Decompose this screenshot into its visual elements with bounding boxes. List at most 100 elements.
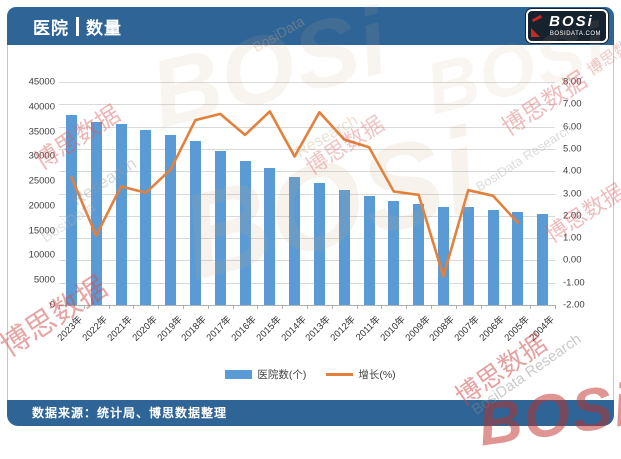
page-title: 医院 数量 xyxy=(33,7,122,45)
x-tick xyxy=(381,305,383,309)
right-axis-label: 8.00 xyxy=(563,76,582,88)
left-axis-label: 40000 xyxy=(28,101,55,113)
chart-card: 医院 数量 BOSi BOSIDATA.COM -2.00 -1.00 0.00 1.… xyxy=(7,7,614,426)
x-axis-label-2023年: 2023年 xyxy=(55,314,86,344)
gridline xyxy=(59,282,555,284)
x-axis-label-2010年: 2010年 xyxy=(378,314,408,344)
legend-bar-swatch-icon xyxy=(225,370,253,379)
growth-line-path xyxy=(70,110,520,278)
logo-subtext: BOSIDATA.COM xyxy=(549,31,601,37)
x-tick xyxy=(282,305,284,309)
plot-area: -2.00 -1.00 0.00 1.00 2.00 3.00 4.00 5.00 6.00 7.… xyxy=(29,77,585,344)
gridline xyxy=(59,126,555,128)
gridline xyxy=(59,260,555,262)
bar-2010年 xyxy=(388,201,400,305)
x-axis-label-2019年: 2019年 xyxy=(155,314,185,344)
footer-bar: 数据来源：统计局、博思数据整理 xyxy=(7,400,614,426)
gridline xyxy=(59,238,555,240)
x-axis-label-2014年: 2014年 xyxy=(279,314,309,344)
bar-2008年 xyxy=(437,207,449,305)
right-axis-label: 5.00 xyxy=(563,143,582,155)
left-axis-label: 25000 xyxy=(28,175,55,187)
x-tick xyxy=(158,305,160,309)
bar-2018年 xyxy=(189,141,201,305)
right-axis-label: 7.00 xyxy=(563,98,582,110)
legend-item-line: 增长(%) xyxy=(326,367,396,382)
title-divider xyxy=(76,16,79,36)
title-part-2: 数量 xyxy=(86,18,122,38)
x-axis-label-2020年: 2020年 xyxy=(130,314,160,344)
x-tick xyxy=(183,305,184,309)
growth-line xyxy=(70,110,520,278)
left-axis-label: 15000 xyxy=(28,225,55,237)
x-tick xyxy=(59,305,60,309)
bar-2015年 xyxy=(264,168,276,305)
x-tick xyxy=(555,305,556,309)
x-axis-label-2008年: 2008年 xyxy=(427,314,458,344)
x-axis-label-2017年: 2017年 xyxy=(204,314,235,344)
bosi-logo: BOSi BOSIDATA.COM xyxy=(526,9,608,43)
left-axis-label: 5000 xyxy=(33,274,55,286)
x-axis-label-2015年: 2015年 xyxy=(254,314,284,344)
x-tick xyxy=(406,305,408,309)
right-axis-label: -1.00 xyxy=(563,277,585,289)
legend: 医院数(个) 增长(%) xyxy=(8,367,613,382)
left-axis-label: 20000 xyxy=(28,200,55,212)
x-tick xyxy=(480,305,482,309)
legend-line-label: 增长(%) xyxy=(358,369,396,381)
logo-slash-icon xyxy=(531,14,543,23)
right-axis-label: 1.00 xyxy=(563,232,582,244)
bar-2016年 xyxy=(239,160,251,305)
x-tick xyxy=(331,305,333,309)
x-axis-label-2016年: 2016年 xyxy=(229,314,259,344)
right-axis-label: 6.00 xyxy=(563,121,582,133)
right-axis-label: 0.00 xyxy=(563,254,582,266)
x-tick xyxy=(108,305,110,309)
left-axis-label: 10000 xyxy=(28,249,55,261)
x-axis-label-2007年: 2007年 xyxy=(452,314,483,344)
bar-2023年 xyxy=(65,114,77,305)
x-axis-label-2021年: 2021年 xyxy=(105,314,135,344)
bar-2013年 xyxy=(313,182,325,305)
bar-2011年 xyxy=(363,196,375,305)
data-source-text: 数据来源：统计局、博思数据整理 xyxy=(32,406,228,420)
gridline xyxy=(59,82,555,83)
x-tick xyxy=(83,305,85,309)
x-tick xyxy=(455,305,457,309)
x-tick xyxy=(505,305,507,309)
bar-2021年 xyxy=(115,123,127,305)
gridline xyxy=(59,171,555,173)
x-tick xyxy=(133,305,135,309)
right-axis-label: 3.00 xyxy=(563,188,582,199)
legend-bar-label: 医院数(个) xyxy=(257,369,307,381)
header-bar: 医院 数量 BOSi BOSIDATA.COM xyxy=(7,7,614,45)
bar-2014年 xyxy=(289,176,301,305)
x-tick xyxy=(307,305,308,309)
bar-2019年 xyxy=(165,134,177,305)
legend-item-bars: 医院数(个) xyxy=(225,367,306,382)
gridline xyxy=(59,104,555,106)
x-axis-label-2012年: 2012年 xyxy=(328,314,359,344)
x-axis-label-2004年: 2004年 xyxy=(527,314,557,344)
x-axis-label-2018年: 2018年 xyxy=(179,314,210,344)
bar-2004年 xyxy=(537,213,549,305)
left-axis-label: 30000 xyxy=(28,150,55,162)
bar-2017年 xyxy=(214,151,226,305)
left-axis-label: 45000 xyxy=(28,76,55,88)
gridline xyxy=(59,193,555,195)
bar-2009年 xyxy=(413,204,425,305)
gridline xyxy=(59,148,555,150)
x-tick xyxy=(356,305,358,309)
right-axis-label: -2.00 xyxy=(563,299,585,311)
bar-2022年 xyxy=(90,121,102,305)
legend-line-swatch-icon xyxy=(326,373,354,376)
bar-2005年 xyxy=(512,212,524,305)
x-tick xyxy=(530,305,532,309)
x-tick xyxy=(232,305,234,309)
x-axis-label-2009年: 2009年 xyxy=(403,314,433,344)
bar-2006年 xyxy=(487,209,499,305)
gridline xyxy=(59,215,555,217)
left-axis-label: 0 xyxy=(49,299,55,311)
x-tick xyxy=(207,305,209,309)
x-axis-label-2005年: 2005年 xyxy=(502,314,532,344)
